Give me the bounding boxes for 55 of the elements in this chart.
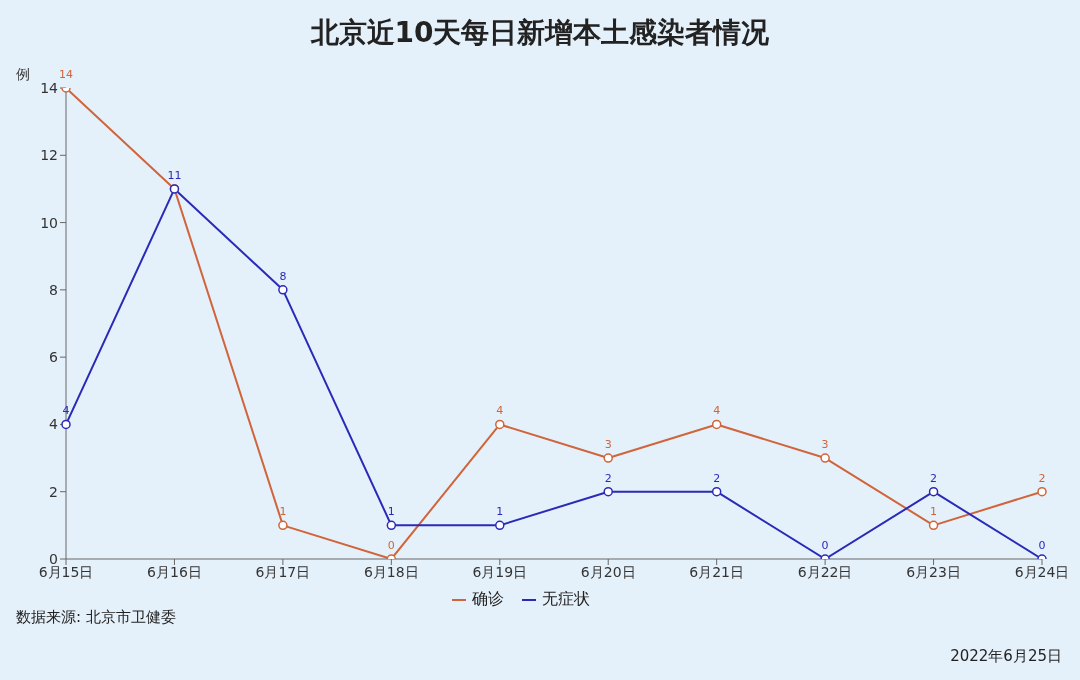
data-label: 2 [1038, 471, 1046, 485]
point [603, 486, 613, 497]
data-label: 1 [387, 505, 395, 519]
point [603, 453, 613, 463]
y-tick-label: 8 [49, 281, 58, 298]
point [278, 285, 288, 295]
x-tick-label: 6月22日 [797, 563, 853, 580]
x-tick-label: 6月16日 [147, 563, 202, 580]
data-label: 0 [1038, 539, 1046, 552]
legend-label: 确诊 [471, 589, 504, 610]
data-label: 8 [279, 269, 287, 283]
data-label: 11 [167, 168, 182, 182]
point [820, 453, 830, 463]
point [1037, 486, 1047, 497]
x-tick-label: 6月19日 [472, 563, 528, 580]
y-axis-title: 例 [16, 66, 30, 84]
y-tick-label: 10 [40, 214, 58, 231]
point [711, 419, 722, 430]
text: 2022年6月25日 [950, 647, 1062, 666]
data-label: 2 [604, 471, 612, 485]
data-label: 14 [59, 68, 73, 81]
x-tick-label: 6月17日 [255, 563, 311, 580]
point [61, 419, 71, 430]
data-label: 2 [930, 471, 938, 485]
x-tick-label: 6月23日 [906, 563, 961, 580]
data-label: 1 [279, 505, 287, 519]
data-label: 3 [604, 438, 612, 452]
data-label: 4 [62, 404, 70, 418]
x-tick-label: 6月18日 [363, 563, 419, 580]
point [278, 520, 288, 531]
point [386, 520, 397, 531]
y-tick-label: 6 [49, 349, 59, 366]
data-label: 0 [821, 539, 829, 552]
x-tick-label: 6月20日 [580, 563, 636, 580]
y-tick-label: 2 [49, 483, 58, 500]
data-label: 3 [821, 438, 829, 452]
data-label: 1 [930, 505, 938, 519]
y-tick-label: 12 [40, 147, 58, 164]
source-note: 数据来源: 北京市卫健委 [16, 608, 176, 627]
y-tick-label: 14 [40, 79, 59, 96]
point [495, 520, 505, 531]
point [711, 486, 722, 497]
y-tick-label: 4 [49, 416, 59, 433]
x-tick-label: 6月21日 [689, 563, 745, 580]
point [495, 419, 505, 430]
chart-title: 北京近10天每日新增本土感染者情况 [309, 15, 771, 51]
point [928, 520, 939, 531]
data-label: 4 [496, 404, 504, 418]
data-label: 0 [387, 539, 395, 552]
data-label: 2 [713, 471, 721, 485]
legend-label: 无症状 [541, 589, 590, 610]
point [928, 486, 939, 497]
data-label: 1 [496, 505, 504, 519]
x-tick-label: 6月24日 [1014, 563, 1070, 580]
data-label: 4 [713, 404, 721, 418]
